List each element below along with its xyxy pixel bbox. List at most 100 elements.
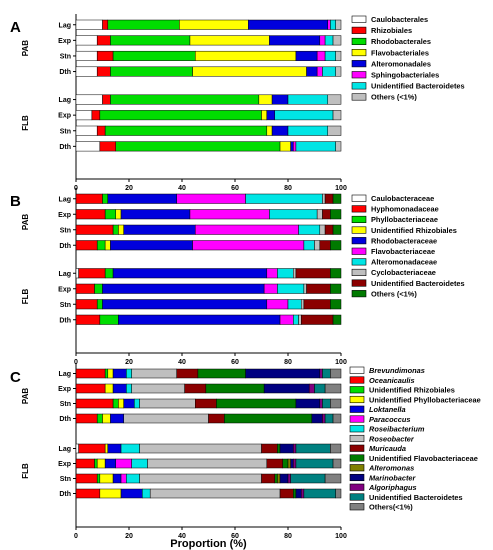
bar-segment (75, 443, 79, 454)
bar-segment (324, 193, 334, 204)
bar-segment (96, 125, 106, 136)
bar-segment (104, 368, 109, 379)
legend-label: Hyphomonadaceae (371, 205, 439, 214)
bar-segment (306, 66, 318, 77)
bar-segment (112, 368, 127, 379)
group-label: PAB (21, 388, 30, 405)
bar-segment (139, 398, 196, 409)
legend-swatch (351, 60, 367, 68)
bar-segment (205, 383, 265, 394)
legend-swatch (351, 26, 367, 34)
bar-segment (96, 240, 106, 251)
bar-segment (266, 125, 273, 136)
bar-segment (301, 299, 305, 310)
category-label: Exp (58, 461, 71, 468)
bar-segment (295, 443, 331, 454)
bar-segment (335, 488, 342, 499)
bar-segment (107, 19, 180, 30)
bar-segment (330, 209, 342, 220)
bar-segment (332, 224, 342, 235)
bar-segment (293, 141, 297, 152)
category-label: Dth (59, 243, 71, 250)
bar-segment (120, 488, 143, 499)
bar-segment (104, 458, 117, 469)
category-label: Lag (59, 22, 71, 29)
bar-segment (104, 383, 114, 394)
legend-label: Roseobacter (369, 434, 415, 443)
category-label: Exp (58, 386, 71, 393)
bar-segment (311, 413, 323, 424)
legend-label: Marinobacter (369, 473, 417, 482)
category-label: Stn (60, 227, 71, 234)
legend-label: Unidentified Rhizobiales (369, 386, 455, 395)
legend-label: Others(<1%) (369, 503, 413, 512)
bar-segment (75, 19, 103, 30)
legend-label: Cyclobacteriaceae (371, 268, 436, 277)
bar-segment (96, 35, 111, 46)
bar-segment (107, 443, 122, 454)
bar-segment (287, 458, 291, 469)
legend-label: Loktanella (369, 405, 406, 414)
bar-segment (308, 383, 315, 394)
bar-segment (277, 443, 281, 454)
bar-segment (75, 283, 95, 294)
bar-segment (99, 110, 262, 121)
category-label: Lag (59, 196, 71, 203)
category-label: Lag (59, 371, 71, 378)
x-tick-label: 80 (284, 359, 292, 366)
legend-swatch (351, 82, 367, 90)
x-tick-label: 100 (335, 185, 347, 192)
bar-segment (123, 224, 196, 235)
legend-label: Paracoccus (369, 415, 411, 424)
bar-segment (110, 94, 260, 105)
bar-segment (75, 299, 98, 310)
bar-segment (322, 209, 331, 220)
bar-segment (266, 299, 289, 310)
legend-swatch (351, 290, 367, 298)
bar-segment (330, 368, 342, 379)
bar-segment (335, 66, 342, 77)
bar-segment (195, 398, 217, 409)
bar-segment (96, 66, 111, 77)
legend-label: Alteromonadaceae (371, 258, 437, 267)
bar-segment (120, 473, 127, 484)
bar-segment (96, 299, 103, 310)
bar-segment (112, 224, 119, 235)
legend-swatch (349, 464, 365, 472)
legend-swatch (349, 405, 365, 413)
bar-segment (112, 50, 196, 61)
bar-segment (75, 125, 98, 136)
bar-segment (102, 413, 111, 424)
bar-segment (290, 141, 294, 152)
bar-segment (75, 458, 95, 469)
category-label: Stn (60, 401, 71, 408)
bar-segment (319, 35, 326, 46)
category-label: Stn (60, 128, 71, 135)
legend-swatch (351, 215, 367, 223)
bar-segment (224, 413, 313, 424)
bar-segment (316, 209, 323, 220)
bar-segment (330, 268, 342, 279)
bar-segment (110, 35, 191, 46)
bar-segment (330, 19, 336, 30)
legend-label: Rhizobiales (371, 26, 412, 35)
legend-label: Phyllobacteriaceae (371, 215, 438, 224)
bar-segment (208, 413, 225, 424)
legend-swatch (351, 268, 367, 277)
bar-segment (96, 458, 106, 469)
x-tick-label: 20 (125, 533, 133, 540)
bar-segment (293, 268, 297, 279)
category-label: Dth (59, 144, 71, 151)
category-label: Lag (59, 97, 71, 104)
bar-segment (287, 125, 328, 136)
legend-swatch (351, 37, 367, 46)
bar-segment (279, 488, 294, 499)
bar-segment (75, 110, 93, 121)
bar-segment (324, 413, 334, 424)
legend-swatch (351, 258, 367, 266)
legend-swatch (351, 279, 367, 287)
bar-segment (110, 240, 193, 251)
legend-swatch (349, 473, 365, 482)
bar-segment (197, 368, 246, 379)
bar-segment (327, 125, 342, 136)
